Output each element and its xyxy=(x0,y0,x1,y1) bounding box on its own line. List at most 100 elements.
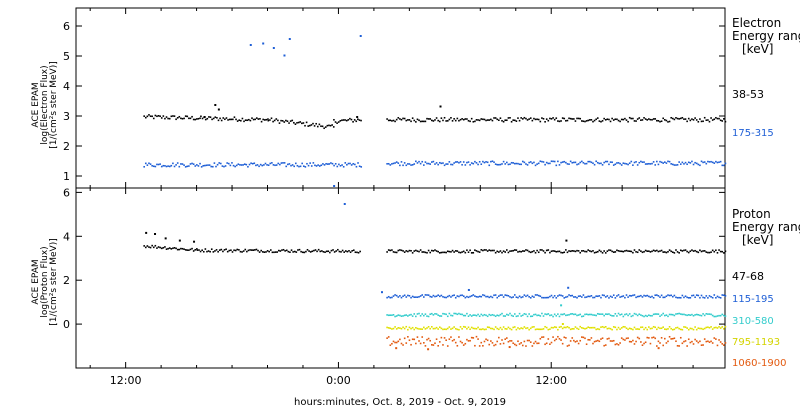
data-point xyxy=(407,250,409,253)
data-point xyxy=(549,343,551,345)
data-point xyxy=(660,336,663,339)
data-point xyxy=(339,120,342,122)
data-point xyxy=(671,313,674,316)
data-point xyxy=(407,328,409,331)
data-point xyxy=(458,312,460,315)
data-point xyxy=(585,327,588,330)
data-point xyxy=(415,249,417,252)
data-point xyxy=(604,296,607,298)
data-point xyxy=(475,327,478,330)
data-point xyxy=(569,294,572,297)
data-point xyxy=(437,328,439,330)
data-point xyxy=(533,342,535,345)
data-point xyxy=(475,119,478,121)
data-point xyxy=(445,339,447,342)
data-point xyxy=(189,248,192,251)
data-point xyxy=(668,294,671,297)
data-point xyxy=(389,327,392,330)
data-point xyxy=(630,328,633,330)
data-point xyxy=(423,314,425,317)
data-point xyxy=(552,326,554,329)
data-point xyxy=(283,162,286,164)
data-point xyxy=(668,335,671,338)
electron-ylabel-line-2: log(Electron Flux) xyxy=(40,65,50,144)
data-point xyxy=(397,117,400,119)
data-point xyxy=(703,297,706,299)
data-point xyxy=(387,327,390,329)
data-point xyxy=(534,340,537,343)
data-point xyxy=(675,116,677,119)
data-point xyxy=(576,314,578,317)
data-point xyxy=(686,296,688,299)
data-point xyxy=(483,294,486,297)
data-point xyxy=(560,120,562,122)
data-point xyxy=(513,249,516,251)
data-point xyxy=(280,162,283,164)
data-point xyxy=(181,117,184,120)
data-point xyxy=(426,117,428,120)
data-point xyxy=(557,328,559,331)
data-point xyxy=(612,119,615,121)
data-point xyxy=(520,296,522,299)
data-point xyxy=(667,340,669,343)
data-point xyxy=(504,327,507,330)
data-point xyxy=(157,115,160,117)
data-point xyxy=(451,339,454,342)
data-point xyxy=(208,164,211,166)
data-point xyxy=(486,295,489,298)
data-point xyxy=(719,160,722,163)
data-point xyxy=(399,327,401,329)
data-point xyxy=(269,162,272,165)
data-point xyxy=(619,250,621,253)
data-point xyxy=(467,288,470,291)
data-point xyxy=(711,249,714,252)
data-point xyxy=(537,314,540,317)
data-point xyxy=(557,250,559,253)
data-point xyxy=(206,117,209,120)
data-point xyxy=(314,249,317,251)
data-point xyxy=(419,249,422,251)
data-point xyxy=(553,326,556,328)
data-point xyxy=(606,338,609,340)
data-point xyxy=(553,339,556,342)
data-point xyxy=(194,165,197,167)
data-point xyxy=(678,252,680,254)
data-point xyxy=(664,251,666,253)
data-point xyxy=(612,326,615,328)
data-point xyxy=(400,161,403,163)
data-point xyxy=(493,328,495,331)
data-point xyxy=(405,296,408,298)
data-point xyxy=(574,326,577,328)
data-point xyxy=(577,342,580,345)
data-point xyxy=(475,295,478,298)
electron-legend-title-3: [keV] xyxy=(742,42,773,56)
data-point xyxy=(162,246,165,249)
data-point xyxy=(654,250,657,252)
data-point xyxy=(553,160,556,163)
data-point xyxy=(432,327,435,330)
data-point xyxy=(520,315,522,317)
data-point xyxy=(711,314,714,317)
data-point xyxy=(205,164,208,167)
data-point xyxy=(176,162,179,164)
data-point xyxy=(614,343,617,346)
data-point xyxy=(670,294,672,297)
data-point xyxy=(609,327,612,330)
data-point xyxy=(662,326,665,328)
data-point xyxy=(544,313,546,315)
data-point xyxy=(686,314,688,317)
data-point xyxy=(472,162,475,165)
data-point xyxy=(502,120,505,123)
data-point xyxy=(430,344,433,346)
data-point xyxy=(501,339,503,341)
data-point xyxy=(149,246,152,249)
data-point xyxy=(183,117,185,120)
data-point xyxy=(326,124,329,127)
data-point xyxy=(681,294,684,297)
data-point xyxy=(625,119,628,121)
data-point xyxy=(576,340,578,342)
data-point xyxy=(622,295,625,297)
data-point xyxy=(324,126,327,128)
data-point xyxy=(537,251,540,254)
data-point xyxy=(529,341,532,343)
